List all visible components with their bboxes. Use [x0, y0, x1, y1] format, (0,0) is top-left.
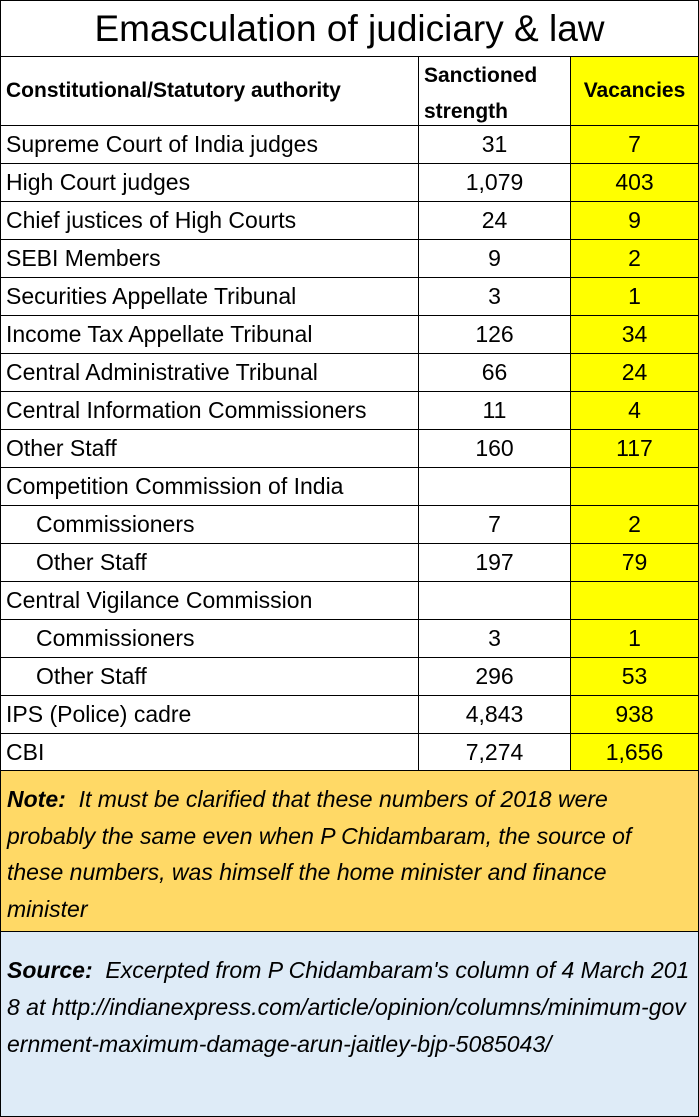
vacancies-value: 34 [570, 315, 699, 354]
vacancies-value: 1,656 [570, 733, 699, 772]
sanctioned-value: 126 [418, 315, 571, 354]
vacancies-value: 4 [570, 391, 699, 430]
row-label: Central Administrative Tribunal [0, 353, 419, 392]
row-label: Income Tax Appellate Tribunal [0, 315, 419, 354]
row-label: Chief justices of High Courts [0, 201, 419, 240]
row-label: Central Vigilance Commission [0, 581, 419, 620]
row-label: Securities Appellate Tribunal [0, 277, 419, 316]
sanctioned-value: 3 [418, 277, 571, 316]
vacancies-value [570, 467, 699, 506]
row-label: IPS (Police) cadre [0, 695, 419, 734]
row-label: Other Staff [0, 543, 419, 582]
note-label: Note: [7, 786, 66, 812]
vacancies-value [570, 581, 699, 620]
vacancies-value: 53 [570, 657, 699, 696]
vacancies-value: 938 [570, 695, 699, 734]
row-label: High Court judges [0, 163, 419, 202]
row-label: Supreme Court of India judges [0, 125, 419, 164]
header-vacancies: Vacancies [570, 56, 699, 126]
vacancies-value: 1 [570, 277, 699, 316]
sanctioned-value: 11 [418, 391, 571, 430]
sanctioned-value: 3 [418, 619, 571, 658]
row-label: Competition Commission of India [0, 467, 419, 506]
vacancies-value: 117 [570, 429, 699, 468]
sanctioned-value: 24 [418, 201, 571, 240]
sanctioned-value [418, 467, 571, 506]
sanctioned-value: 4,843 [418, 695, 571, 734]
table-title: Emasculation of judiciary & law [0, 0, 699, 57]
row-label: Commissioners [0, 619, 419, 658]
row-label: SEBI Members [0, 239, 419, 278]
header-authority: Constitutional/Statutory authority [0, 56, 419, 126]
sanctioned-value: 7 [418, 505, 571, 544]
sanctioned-value: 1,079 [418, 163, 571, 202]
sanctioned-value: 66 [418, 353, 571, 392]
header-sanctioned: Sanctioned strength [418, 56, 571, 126]
vacancies-value: 1 [570, 619, 699, 658]
vacancies-value: 403 [570, 163, 699, 202]
vacancies-value: 7 [570, 125, 699, 164]
sanctioned-value: 31 [418, 125, 571, 164]
sanctioned-value [418, 581, 571, 620]
source-text: Excerpted from P Chidambaram's column of… [7, 957, 690, 1057]
row-label: Commissioners [0, 505, 419, 544]
note-text: It must be clarified that these numbers … [7, 786, 632, 922]
sanctioned-value: 9 [418, 239, 571, 278]
vacancies-value: 2 [570, 505, 699, 544]
note-box: Note: It must be clarified that these nu… [0, 770, 699, 932]
source-box: Source: Excerpted from P Chidambaram's c… [0, 931, 699, 1117]
vacancies-value: 24 [570, 353, 699, 392]
row-label: CBI [0, 733, 419, 772]
sanctioned-value: 7,274 [418, 733, 571, 772]
row-label: Other Staff [0, 429, 419, 468]
row-label: Other Staff [0, 657, 419, 696]
row-label: Central Information Commissioners [0, 391, 419, 430]
sanctioned-value: 197 [418, 543, 571, 582]
vacancies-value: 2 [570, 239, 699, 278]
vacancies-value: 79 [570, 543, 699, 582]
sanctioned-value: 160 [418, 429, 571, 468]
vacancies-value: 9 [570, 201, 699, 240]
sanctioned-value: 296 [418, 657, 571, 696]
source-label: Source: [7, 957, 93, 983]
